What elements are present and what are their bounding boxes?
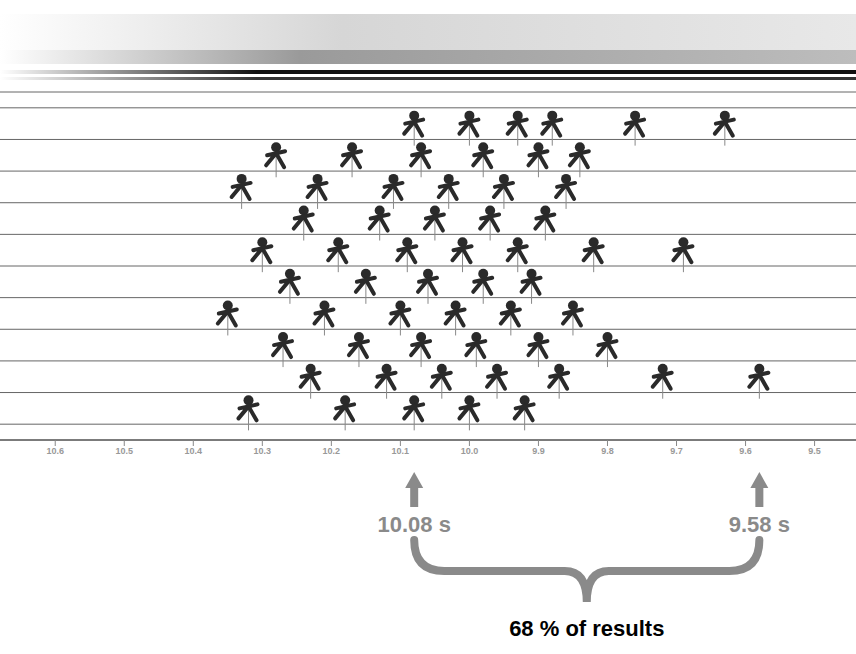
svg-text:9.5: 9.5 <box>808 446 821 456</box>
svg-text:10.4: 10.4 <box>185 446 203 456</box>
svg-text:10.3: 10.3 <box>254 446 272 456</box>
svg-text:10.2: 10.2 <box>323 446 341 456</box>
svg-text:10.6: 10.6 <box>46 446 64 456</box>
svg-text:10.5: 10.5 <box>115 446 133 456</box>
svg-text:10.08 s: 10.08 s <box>377 512 450 537</box>
svg-text:68 % of results: 68 % of results <box>509 616 664 641</box>
svg-text:10.0: 10.0 <box>461 446 479 456</box>
svg-text:10.1: 10.1 <box>392 446 410 456</box>
svg-text:9.9: 9.9 <box>532 446 545 456</box>
svg-text:9.6: 9.6 <box>739 446 752 456</box>
svg-text:9.8: 9.8 <box>601 446 614 456</box>
svg-text:9.58 s: 9.58 s <box>729 512 790 537</box>
svg-text:9.7: 9.7 <box>670 446 683 456</box>
